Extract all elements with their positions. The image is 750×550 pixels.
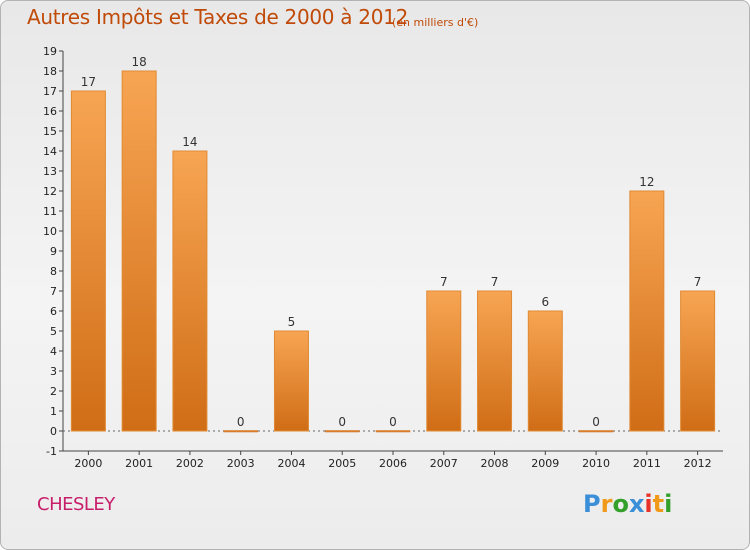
value-label: 0 [237,415,245,429]
logo-letter: r [600,490,613,518]
y-tick-label: 12 [43,185,57,198]
logo-letter: i [664,490,673,518]
y-tick-label: 0 [50,425,57,438]
bar-2003 [223,430,258,433]
x-tick-label: 2003 [227,457,255,470]
bar-2009 [527,310,563,432]
y-tick-label: 4 [50,345,57,358]
y-tick-label: 11 [43,205,57,218]
value-label: 17 [81,75,96,89]
y-tick-label: 17 [43,85,57,98]
y-tick-label: 13 [43,165,57,178]
y-tick-label: 5 [50,325,57,338]
value-label: 7 [491,275,499,289]
bar-2008 [477,290,513,432]
logo-letter: o [612,490,629,518]
bar-2006 [375,430,411,433]
value-label: 7 [440,275,448,289]
y-tick-label: 2 [50,385,57,398]
bar-2001 [121,70,157,432]
logo-letter: i [644,490,653,518]
y-tick-label: 6 [50,305,57,318]
y-tick-label: 19 [43,45,57,58]
value-label: 5 [288,315,296,329]
y-tick-label: -1 [46,445,57,458]
bar-2002 [172,150,208,432]
x-tick-label: 2010 [582,457,610,470]
y-tick-label: 8 [50,265,57,278]
value-label: 14 [182,135,197,149]
logo-letter: x [628,490,645,518]
x-tick-label: 2006 [379,457,407,470]
value-label: 6 [541,295,549,309]
value-label: 0 [338,415,346,429]
y-tick-label: 15 [43,125,57,138]
bar-2004 [273,330,309,432]
proxiti-logo: Proxiti [583,490,672,518]
logo-letter: t [652,490,665,518]
y-tick-label: 7 [50,285,57,298]
x-tick-label: 2000 [74,457,102,470]
y-tick-label: 1 [50,405,57,418]
y-tick-label: 16 [43,105,57,118]
y-tick-label: 10 [43,225,57,238]
value-label: 0 [592,415,600,429]
x-tick-label: 2009 [531,457,559,470]
bar-2007 [426,290,462,432]
value-label: 18 [132,55,147,69]
x-tick-label: 2008 [481,457,509,470]
x-tick-label: 2011 [633,457,661,470]
x-tick-label: 2007 [430,457,458,470]
y-tick-label: 3 [50,365,57,378]
bar-2005 [324,430,360,433]
value-label: 12 [639,175,654,189]
x-tick-label: 2012 [684,457,712,470]
y-tick-label: 9 [50,245,57,258]
bar-2000 [70,90,106,432]
commune-name: CHESLEY [37,494,115,515]
logo-letter: P [583,490,601,518]
x-tick-label: 2001 [125,457,153,470]
bar-2010 [578,430,614,433]
x-tick-label: 2004 [277,457,305,470]
y-tick-label: 14 [43,145,57,158]
chart-subtitle: (en milliers d'€) [392,16,479,29]
x-tick-label: 2002 [176,457,204,470]
bar-2011 [629,190,665,432]
chart-title: Autres Impôts et Taxes de 2000 à 2012 [27,5,408,29]
y-tick-label: 18 [43,65,57,78]
value-label: 0 [389,415,397,429]
value-label: 7 [694,275,702,289]
bar-2012 [680,290,716,432]
x-tick-label: 2005 [328,457,356,470]
